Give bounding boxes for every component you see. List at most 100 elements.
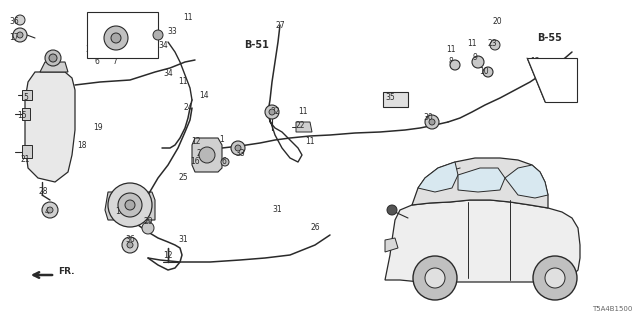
Text: 11: 11 xyxy=(179,77,188,86)
Bar xyxy=(383,92,408,107)
Text: 4: 4 xyxy=(45,207,49,217)
Text: 34: 34 xyxy=(158,41,168,50)
Text: 13: 13 xyxy=(530,58,540,67)
Text: 21: 21 xyxy=(20,156,29,164)
Circle shape xyxy=(199,147,215,163)
Circle shape xyxy=(45,50,61,66)
Circle shape xyxy=(15,15,25,25)
Circle shape xyxy=(387,205,397,215)
Text: 11: 11 xyxy=(183,13,193,22)
Text: 22: 22 xyxy=(295,122,305,131)
Text: 31: 31 xyxy=(178,236,188,244)
Polygon shape xyxy=(88,20,142,58)
Polygon shape xyxy=(135,28,160,42)
Circle shape xyxy=(221,158,229,166)
Polygon shape xyxy=(418,162,458,192)
Circle shape xyxy=(125,200,135,210)
Circle shape xyxy=(450,60,460,70)
Text: 9: 9 xyxy=(472,53,477,62)
Text: 19: 19 xyxy=(93,124,103,132)
Text: 2: 2 xyxy=(196,148,202,157)
Circle shape xyxy=(425,115,439,129)
Circle shape xyxy=(118,193,142,217)
Text: 8: 8 xyxy=(449,58,453,67)
Circle shape xyxy=(13,28,27,42)
Circle shape xyxy=(472,56,484,68)
Circle shape xyxy=(483,67,493,77)
Text: 7: 7 xyxy=(113,58,117,67)
Text: 14: 14 xyxy=(199,91,209,100)
Circle shape xyxy=(265,105,279,119)
Text: 11: 11 xyxy=(446,45,456,54)
Text: B-51: B-51 xyxy=(244,40,269,50)
Polygon shape xyxy=(412,158,548,208)
Polygon shape xyxy=(458,168,505,192)
Circle shape xyxy=(490,40,500,50)
Text: 35: 35 xyxy=(385,93,395,102)
Text: 33: 33 xyxy=(167,28,177,36)
Polygon shape xyxy=(505,165,548,198)
Circle shape xyxy=(108,183,152,227)
Text: 30: 30 xyxy=(423,114,433,123)
Text: 12: 12 xyxy=(542,91,552,100)
Text: 16: 16 xyxy=(190,157,200,166)
Text: 27: 27 xyxy=(275,20,285,29)
Polygon shape xyxy=(40,62,68,72)
Circle shape xyxy=(127,242,133,248)
Circle shape xyxy=(429,119,435,125)
Text: T5A4B1500: T5A4B1500 xyxy=(591,306,632,312)
Circle shape xyxy=(269,109,275,115)
Circle shape xyxy=(42,202,58,218)
Circle shape xyxy=(545,268,565,288)
Text: FR.: FR. xyxy=(58,267,74,276)
Polygon shape xyxy=(22,90,32,100)
Circle shape xyxy=(111,33,121,43)
Circle shape xyxy=(104,26,128,50)
Text: 12: 12 xyxy=(163,251,173,260)
Text: 11: 11 xyxy=(298,108,308,116)
Circle shape xyxy=(425,268,445,288)
Text: 11: 11 xyxy=(556,77,564,86)
Text: 10: 10 xyxy=(479,68,489,76)
Circle shape xyxy=(533,256,577,300)
Text: 20: 20 xyxy=(492,18,502,27)
Text: 29: 29 xyxy=(143,218,153,227)
Circle shape xyxy=(413,256,457,300)
Text: 32: 32 xyxy=(270,108,280,116)
Polygon shape xyxy=(22,145,32,158)
Bar xyxy=(87,12,158,58)
Text: 1: 1 xyxy=(220,135,225,145)
Circle shape xyxy=(142,222,154,234)
Text: 11: 11 xyxy=(305,138,315,147)
Text: 34: 34 xyxy=(163,68,173,77)
Circle shape xyxy=(47,207,53,213)
Text: 6: 6 xyxy=(221,157,227,166)
Text: 17: 17 xyxy=(9,34,19,43)
Polygon shape xyxy=(25,72,75,182)
Polygon shape xyxy=(105,192,155,220)
Text: 8: 8 xyxy=(543,70,547,79)
Polygon shape xyxy=(385,200,580,282)
Circle shape xyxy=(231,141,245,155)
Circle shape xyxy=(153,30,163,40)
Polygon shape xyxy=(22,108,30,120)
Text: 11: 11 xyxy=(467,38,477,47)
Circle shape xyxy=(235,145,241,151)
Polygon shape xyxy=(385,238,398,252)
Text: 36: 36 xyxy=(9,18,19,27)
Circle shape xyxy=(122,237,138,253)
Text: 31: 31 xyxy=(272,205,282,214)
Circle shape xyxy=(49,54,57,62)
Text: 36: 36 xyxy=(125,236,135,244)
Polygon shape xyxy=(527,58,577,102)
Text: 24: 24 xyxy=(183,103,193,113)
Text: 5: 5 xyxy=(24,93,28,102)
Text: 18: 18 xyxy=(77,140,87,149)
Text: 15: 15 xyxy=(17,110,27,119)
Text: 6: 6 xyxy=(95,58,99,67)
Text: 1: 1 xyxy=(111,13,115,22)
Text: 23: 23 xyxy=(487,38,497,47)
Polygon shape xyxy=(296,122,312,132)
Text: 3: 3 xyxy=(86,45,90,54)
Polygon shape xyxy=(192,138,222,172)
